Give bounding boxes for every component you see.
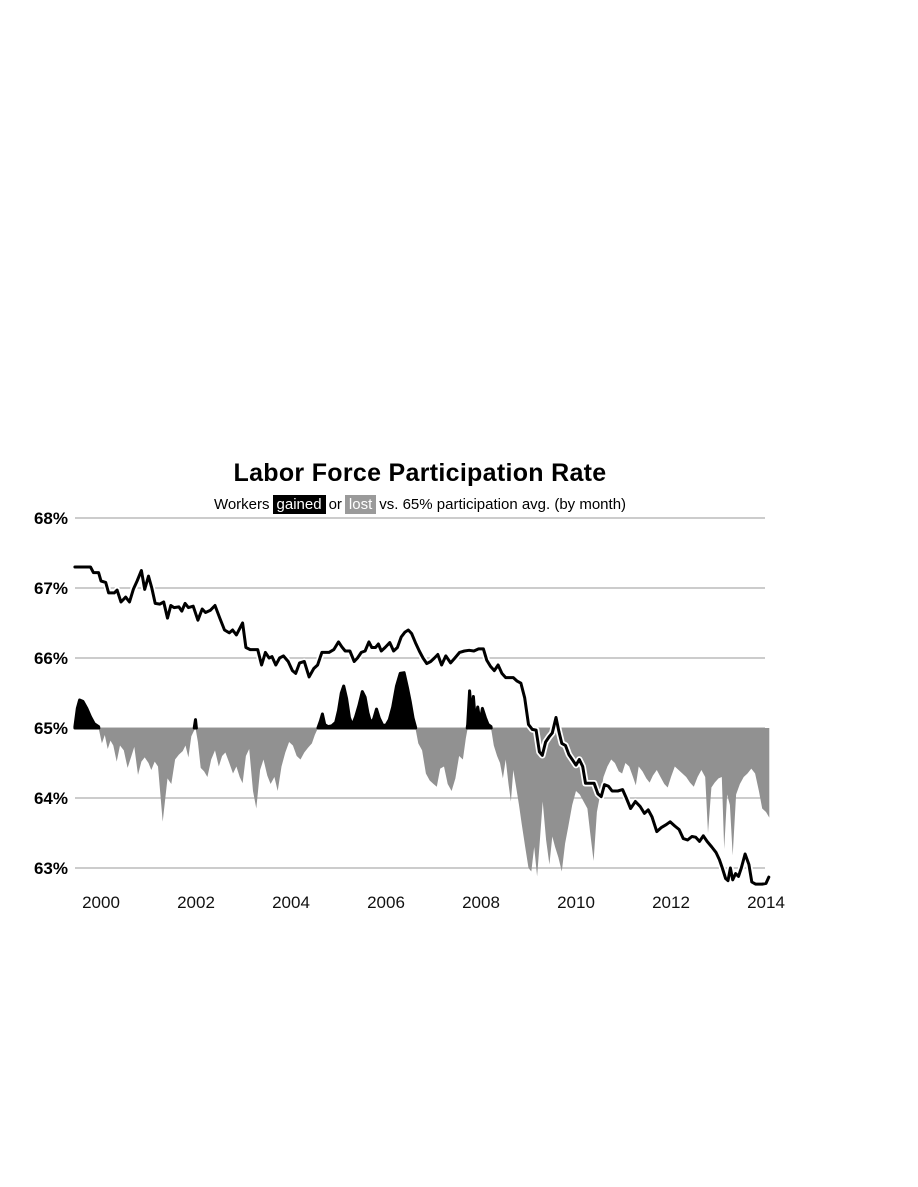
y-tick-label: 66% <box>34 649 68 668</box>
chart-subtitle: Workers gained or lost vs. 65% participa… <box>75 494 765 515</box>
y-tick-label: 65% <box>34 719 68 738</box>
chart-title: Labor Force Participation Rate <box>233 459 607 487</box>
y-axis-labels: 68% 67% 66% 65% 64% 63% <box>34 509 68 878</box>
subtitle-suffix: vs. 65% participation avg. (by month) <box>379 496 627 513</box>
y-tick-label: 63% <box>34 859 68 878</box>
x-tick-label: 2002 <box>177 893 215 912</box>
y-tick-label: 67% <box>34 579 68 598</box>
y-tick-label: 68% <box>34 509 68 528</box>
rate-line <box>73 565 771 886</box>
x-tick-label: 2012 <box>652 893 690 912</box>
lost-legend-chip: lost <box>344 495 377 514</box>
x-tick-label: 2000 <box>82 893 120 912</box>
gridlines <box>75 517 765 869</box>
x-tick-label: 2004 <box>272 893 310 912</box>
x-tick-label: 2014 <box>747 893 785 912</box>
x-tick-label: 2010 <box>557 893 595 912</box>
workers-lost-area <box>74 728 770 877</box>
x-axis-labels: 2000 2002 2004 2006 2008 2010 2012 2014 <box>82 893 785 912</box>
subtitle-conjunction: or <box>328 496 342 513</box>
x-tick-label: 2006 <box>367 893 405 912</box>
subtitle-prefix: Workers <box>213 496 270 513</box>
y-tick-label: 64% <box>34 789 68 808</box>
gained-legend-chip: gained <box>272 495 326 514</box>
rate-line-casing <box>71 563 773 888</box>
x-tick-label: 2008 <box>462 893 500 912</box>
workers-gained-area <box>73 671 493 730</box>
